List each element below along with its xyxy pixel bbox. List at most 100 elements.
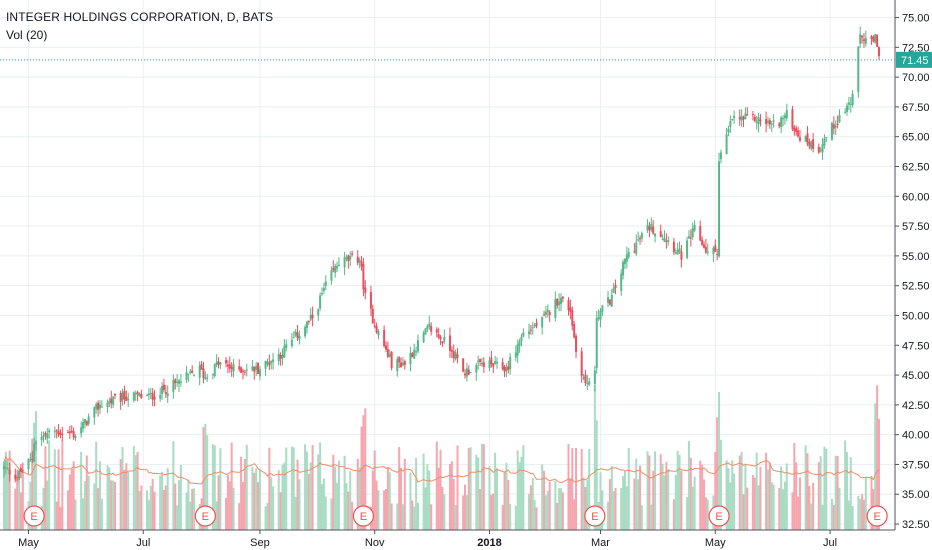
candle-body xyxy=(332,267,335,271)
candle-body xyxy=(753,116,756,122)
earnings-marker[interactable]: E xyxy=(194,505,216,527)
candle xyxy=(245,363,248,377)
volume-bar xyxy=(703,479,705,530)
candle-body xyxy=(680,251,683,260)
volume-bar xyxy=(477,457,480,530)
candle xyxy=(55,429,58,439)
candle xyxy=(648,221,651,238)
earnings-marker[interactable]: E xyxy=(584,505,606,527)
volume-bar xyxy=(215,501,218,530)
candle-body xyxy=(768,120,771,125)
candle-body xyxy=(55,430,58,432)
candle xyxy=(290,332,293,349)
earnings-marker[interactable]: E xyxy=(866,505,888,527)
candle-body xyxy=(48,430,51,433)
candle xyxy=(441,341,444,347)
candle-body xyxy=(661,239,664,241)
candle xyxy=(588,377,591,387)
volume-bar xyxy=(529,485,532,530)
candle xyxy=(388,349,391,358)
candle xyxy=(110,390,113,409)
y-tick-label: 32.50 xyxy=(902,519,930,531)
candle xyxy=(422,330,425,344)
candle-body xyxy=(42,435,45,438)
earnings-marker[interactable]: E xyxy=(352,505,375,527)
volume-bar xyxy=(149,485,152,530)
candle xyxy=(872,35,875,43)
symbol-title[interactable]: INTEGER HOLDINGS CORPORATION, D, BATS xyxy=(6,10,274,24)
candle xyxy=(206,373,209,382)
volume-bar xyxy=(768,462,771,530)
candle xyxy=(620,268,623,296)
volume-bar xyxy=(804,445,807,530)
volume-bar xyxy=(255,468,258,530)
volume-bar xyxy=(599,472,602,530)
candle-body xyxy=(422,333,425,343)
candle xyxy=(531,322,534,335)
candle xyxy=(159,387,162,402)
y-tick-label: 47.50 xyxy=(902,340,930,352)
candle xyxy=(753,114,756,123)
volume-bar xyxy=(174,483,177,530)
candle xyxy=(834,120,837,135)
candle xyxy=(59,429,62,439)
earnings-marker[interactable]: E xyxy=(23,505,45,527)
candle-body xyxy=(375,325,378,333)
candle xyxy=(623,257,626,269)
candle xyxy=(127,392,130,407)
candle-body xyxy=(294,331,297,336)
volume-indicator-label[interactable]: Vol (20) xyxy=(6,28,48,42)
volume-bar xyxy=(862,499,865,530)
candle-body xyxy=(567,300,570,311)
volume-bar xyxy=(454,504,457,530)
candle xyxy=(213,363,216,378)
volume-bar xyxy=(635,458,638,530)
volume-bar xyxy=(42,487,45,530)
volume-bar xyxy=(277,470,280,530)
candle xyxy=(345,254,348,262)
candle-body xyxy=(718,161,721,257)
candle-body xyxy=(140,393,143,399)
volume-bar xyxy=(507,479,510,530)
candle xyxy=(544,305,547,319)
volume-bar xyxy=(298,479,301,530)
volume-bar xyxy=(93,483,96,530)
y-tick: 35.00 xyxy=(895,489,930,501)
candle xyxy=(277,348,280,366)
volume-bar xyxy=(61,440,64,530)
candle-body xyxy=(744,113,747,120)
volume-bar xyxy=(522,445,525,530)
candle-body xyxy=(384,345,387,350)
candle-body xyxy=(456,354,459,358)
volume-bar xyxy=(147,499,150,530)
candle-body xyxy=(793,127,796,132)
candle-body xyxy=(283,345,286,358)
candle-body xyxy=(57,430,60,435)
candle-body xyxy=(127,398,130,400)
candle-body xyxy=(520,336,523,342)
candle xyxy=(178,379,180,393)
volume-bar xyxy=(667,469,670,530)
volume-bar xyxy=(55,501,58,530)
candle-body xyxy=(19,467,22,472)
candle xyxy=(507,360,510,374)
candle-body xyxy=(430,325,433,332)
candle xyxy=(384,341,387,353)
volume-bar xyxy=(159,475,162,530)
volume-bar xyxy=(812,482,815,530)
volume-bar xyxy=(528,493,530,530)
candle xyxy=(193,373,196,377)
earnings-marker[interactable]: E xyxy=(708,505,730,527)
candle-body xyxy=(665,241,668,243)
candle xyxy=(228,356,231,373)
candle-body xyxy=(535,322,538,327)
candle xyxy=(575,333,578,358)
volume-bar xyxy=(544,495,547,530)
x-tick: Jul xyxy=(823,530,837,549)
candle xyxy=(838,109,841,124)
y-tick: 37.50 xyxy=(895,459,930,471)
candle-body xyxy=(712,247,715,255)
volume-bar xyxy=(305,451,308,530)
